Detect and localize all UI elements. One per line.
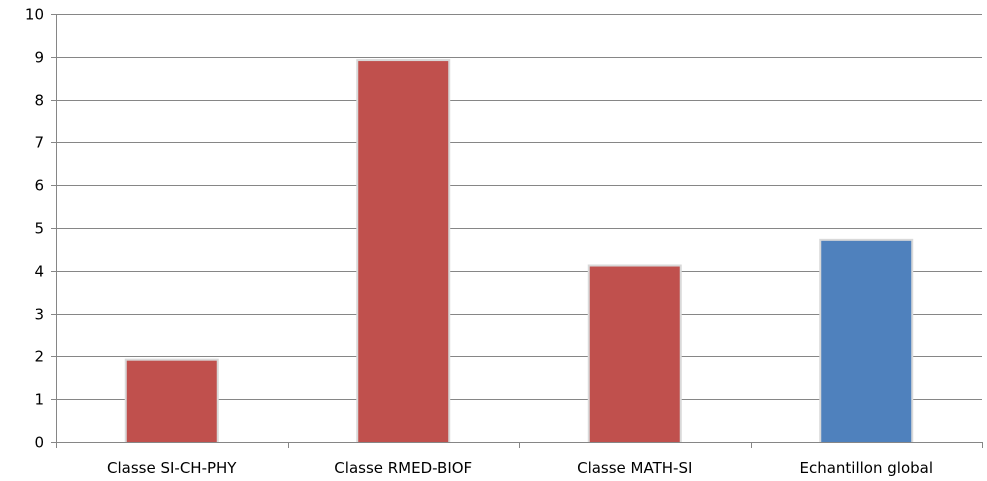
bar-1 bbox=[126, 360, 217, 442]
bars bbox=[124, 59, 914, 443]
x-axis-category-labels: Classe SI-CH-PHY Classe RMED-BIOF Classe M… bbox=[107, 459, 933, 477]
bar-4 bbox=[821, 240, 912, 442]
x-category-label: Classe RMED-BIOF bbox=[334, 459, 472, 477]
y-tick-label: 10 bbox=[25, 6, 44, 24]
x-category-label: Classe MATH-SI bbox=[577, 459, 692, 477]
y-tick-label: 1 bbox=[34, 391, 44, 409]
bar-2 bbox=[358, 61, 449, 443]
axes bbox=[51, 14, 983, 448]
y-tick-label: 6 bbox=[34, 177, 44, 195]
y-axis-tick-labels: 0 1 2 3 4 5 6 7 8 9 10 bbox=[25, 6, 44, 452]
bar-3 bbox=[589, 266, 680, 442]
y-tick-label: 4 bbox=[34, 263, 44, 281]
y-tick-label: 7 bbox=[34, 134, 44, 152]
gridlines bbox=[56, 14, 982, 400]
y-tick-label: 3 bbox=[34, 306, 44, 324]
y-tick-label: 2 bbox=[34, 348, 44, 366]
y-tick-label: 8 bbox=[34, 92, 44, 110]
y-tick-label: 9 bbox=[34, 49, 44, 67]
x-category-label: Echantillon global bbox=[799, 459, 933, 477]
y-tick-label: 0 bbox=[34, 434, 44, 452]
x-category-label: Classe SI-CH-PHY bbox=[107, 459, 237, 477]
y-tick-label: 5 bbox=[34, 220, 44, 238]
